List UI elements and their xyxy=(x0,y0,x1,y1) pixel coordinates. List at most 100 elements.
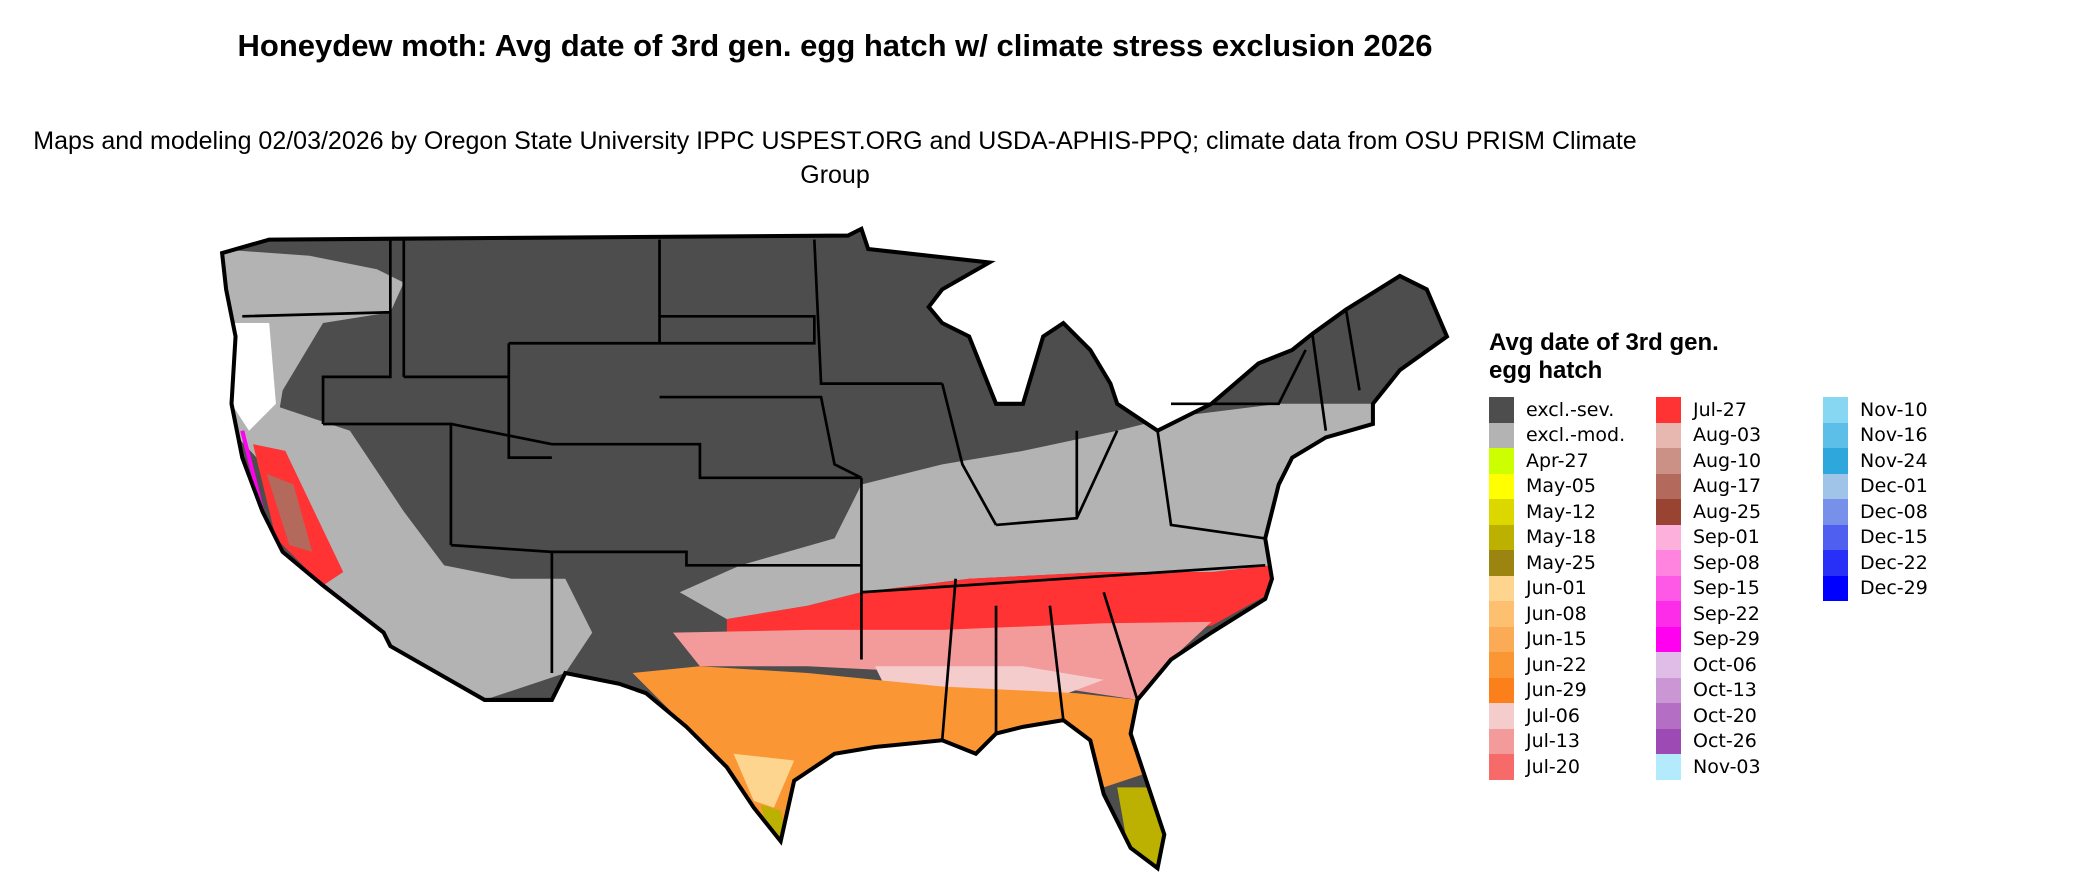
region-excl-mod-west xyxy=(222,249,593,700)
legend-item: Dec-01 xyxy=(1823,473,1928,499)
legend-label: Dec-29 xyxy=(1860,577,1928,600)
legend-item: Aug-17 xyxy=(1656,473,1813,499)
legend-item: Dec-29 xyxy=(1823,575,1928,601)
legend-label: excl.-sev. xyxy=(1526,398,1615,421)
legend-item: Oct-06 xyxy=(1656,652,1813,678)
legend-label: May-25 xyxy=(1526,551,1596,574)
legend-item: Nov-03 xyxy=(1656,754,1813,780)
legend-item: May-18 xyxy=(1489,524,1646,550)
legend-item: Sep-29 xyxy=(1656,626,1813,652)
legend-label: Jul-20 xyxy=(1526,755,1580,778)
legend-swatch xyxy=(1656,397,1681,423)
legend-item: Dec-08 xyxy=(1823,499,1928,525)
legend-swatch xyxy=(1489,473,1514,499)
legend-columns: excl.-sev. excl.-mod. Apr-27 May-05 May-12 Ma… xyxy=(1489,397,1928,780)
legend-swatch xyxy=(1656,448,1681,474)
region-white-coast xyxy=(228,323,276,431)
legend-item: Jul-27 xyxy=(1656,397,1813,423)
legend-label: Jun-08 xyxy=(1526,602,1587,625)
legend-swatch xyxy=(1656,524,1681,550)
legend-swatch xyxy=(1823,524,1848,550)
legend-label: Dec-08 xyxy=(1860,500,1928,523)
legend-title: Avg date of 3rd gen. egg hatch xyxy=(1489,329,1719,384)
legend-label: Nov-03 xyxy=(1693,755,1761,778)
legend-item: Oct-20 xyxy=(1656,703,1813,729)
legend-column: Nov-10 Nov-16 Nov-24 Dec-01 Dec-08 Dec-15 Dec-… xyxy=(1823,397,1928,780)
legend-swatch xyxy=(1823,473,1848,499)
legend-label: Sep-01 xyxy=(1693,526,1760,549)
legend-label: Dec-01 xyxy=(1860,475,1928,498)
legend-swatch xyxy=(1656,550,1681,576)
legend-swatch xyxy=(1656,575,1681,601)
legend-swatch xyxy=(1489,448,1514,474)
legend-swatch xyxy=(1489,652,1514,678)
legend-swatch xyxy=(1656,754,1681,780)
region-jul-27 xyxy=(726,565,1272,640)
legend-label: Jun-29 xyxy=(1526,679,1587,702)
legend-item: Apr-27 xyxy=(1489,448,1646,474)
legend-swatch xyxy=(1656,499,1681,525)
legend-item: May-05 xyxy=(1489,473,1646,499)
legend-label: excl.-mod. xyxy=(1526,424,1626,447)
legend-swatch xyxy=(1656,677,1681,703)
legend-swatch xyxy=(1656,728,1681,754)
legend-swatch xyxy=(1489,728,1514,754)
legend-item: Jun-08 xyxy=(1489,601,1646,627)
legend-label: Jul-13 xyxy=(1526,730,1580,753)
legend-item: Aug-25 xyxy=(1656,499,1813,525)
legend-label: Oct-06 xyxy=(1693,653,1757,676)
legend-item: Dec-22 xyxy=(1823,550,1928,576)
legend-item: Nov-16 xyxy=(1823,422,1928,448)
legend-swatch xyxy=(1489,524,1514,550)
legend-item: Jul-13 xyxy=(1489,728,1646,754)
map-subtitle: Maps and modeling 02/03/2026 by Oregon S… xyxy=(33,127,1637,189)
legend-item: Oct-13 xyxy=(1656,677,1813,703)
legend-item: May-25 xyxy=(1489,550,1646,576)
legend-swatch xyxy=(1489,397,1514,423)
legend-label: Aug-17 xyxy=(1693,475,1762,498)
legend-swatch xyxy=(1656,601,1681,627)
legend-label: Sep-15 xyxy=(1693,577,1760,600)
legend-swatch xyxy=(1823,575,1848,601)
legend-label: Oct-26 xyxy=(1693,730,1757,753)
legend-label: Aug-03 xyxy=(1693,424,1762,447)
legend-item: Jun-01 xyxy=(1489,575,1646,601)
legend-label: Aug-25 xyxy=(1693,500,1762,523)
legend-label: Nov-24 xyxy=(1860,449,1928,472)
legend-item: Sep-08 xyxy=(1656,550,1813,576)
legend-swatch xyxy=(1489,601,1514,627)
legend-item: Jun-15 xyxy=(1489,626,1646,652)
region-may-18 xyxy=(760,787,1166,869)
legend-item: excl.-mod. xyxy=(1489,422,1646,448)
map-title: Honeydew moth: Avg date of 3rd gen. egg … xyxy=(237,28,1433,63)
legend-item: Jul-06 xyxy=(1489,703,1646,729)
legend-swatch xyxy=(1489,754,1514,780)
legend-item: Aug-10 xyxy=(1656,448,1813,474)
legend-label: May-12 xyxy=(1526,500,1596,523)
legend-column: Jul-27 Aug-03 Aug-10 Aug-17 Aug-25 Sep-01 Sep-… xyxy=(1656,397,1813,780)
legend-item: Nov-24 xyxy=(1823,448,1928,474)
legend-label: Jul-06 xyxy=(1526,704,1580,727)
legend-item: Jun-29 xyxy=(1489,677,1646,703)
legend-label: May-05 xyxy=(1526,475,1596,498)
legend-item: Oct-26 xyxy=(1656,728,1813,754)
legend-label: Jun-01 xyxy=(1526,577,1587,600)
legend-swatch xyxy=(1656,652,1681,678)
legend-label: Apr-27 xyxy=(1526,449,1589,472)
legend-item: Dec-15 xyxy=(1823,524,1928,550)
legend-item: excl.-sev. xyxy=(1489,397,1646,423)
legend-column: excl.-sev. excl.-mod. Apr-27 May-05 May-12 Ma… xyxy=(1489,397,1646,780)
legend-label: Oct-20 xyxy=(1693,704,1757,727)
state-borders xyxy=(242,239,1361,741)
legend-swatch xyxy=(1823,499,1848,525)
legend-swatch xyxy=(1656,703,1681,729)
map-legend: Avg date of 3rd gen. egg hatch excl.-sev… xyxy=(1489,329,1928,780)
legend-swatch xyxy=(1489,703,1514,729)
legend-swatch xyxy=(1823,397,1848,423)
legend-swatch xyxy=(1823,550,1848,576)
legend-label: Aug-10 xyxy=(1693,449,1762,472)
legend-swatch xyxy=(1489,677,1514,703)
region-ca-brown xyxy=(266,473,313,552)
legend-label: Sep-29 xyxy=(1693,628,1760,651)
